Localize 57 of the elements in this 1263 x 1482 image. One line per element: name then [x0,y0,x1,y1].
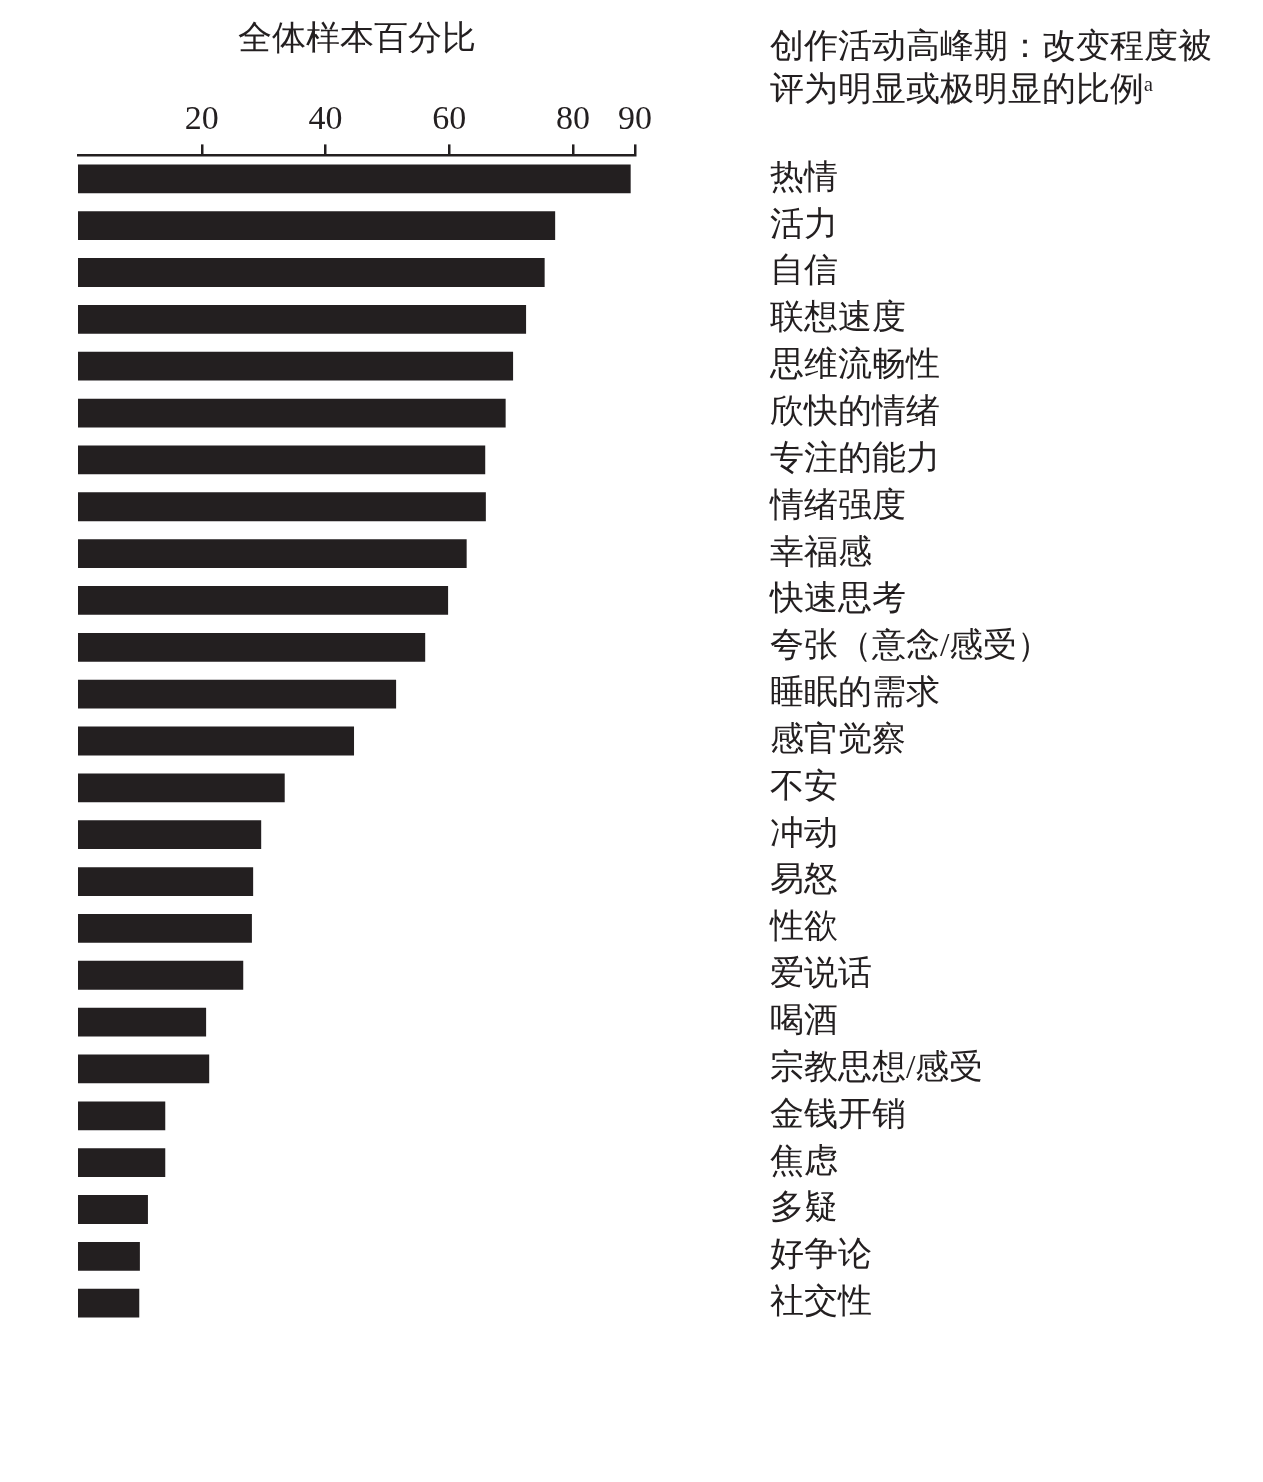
y-tick-label: 多疑 [770,1188,838,1226]
bar [78,351,514,381]
y-tick-label: 冲动 [770,813,838,851]
bar [78,820,262,850]
y-tick-label: 活力 [770,204,838,242]
y-tick-label: 金钱开销 [770,1094,906,1132]
bar [78,304,527,334]
y-tick-label: 专注的能力 [770,438,940,476]
bar [78,773,285,803]
bar [78,258,545,287]
x-tick-label: 40 [308,98,343,136]
bar [78,1195,148,1224]
bar [78,1054,210,1084]
bar [78,164,631,194]
y-tick-label: 爱说话 [770,954,872,992]
y-tick-label: 联想速度 [770,298,906,336]
bar [78,586,449,615]
bar [78,1007,207,1037]
y-tick-label: 不安 [770,766,838,804]
bar [78,632,426,662]
y-tick-label: 夸张（意念/感受） [770,626,1052,664]
y-tick-label: 幸福感 [770,532,872,570]
bar [78,726,355,756]
y-tick-label: 思维流畅性 [769,345,940,383]
x-tick-label: 20 [184,98,219,136]
bar [78,398,506,428]
y-axis-title: 创作活动高峰期：改变程度被评为明显或极明显的比例ᵃ [770,26,1212,107]
y-tick-label: 好争论 [770,1235,872,1273]
bar [78,1148,166,1178]
y-tick-label: 宗教思想/感受 [770,1047,984,1085]
x-tick-label: 90 [618,98,652,136]
bar [78,445,486,475]
bar [78,1241,140,1271]
y-tick-label: 睡眠的需求 [770,673,940,711]
y-tick-label: 社交性 [770,1282,872,1320]
bar [78,679,397,709]
x-tick-label: 60 [432,98,467,136]
y-tick-label: 焦虑 [770,1141,838,1179]
bar [78,539,467,569]
bar [78,1101,166,1131]
y-tick-label: 易怒 [770,860,838,898]
y-tick-label: 感官觉察 [770,719,906,757]
y-tick-label: 情绪强度 [769,485,906,523]
bar [78,1288,140,1318]
x-tick-label: 80 [556,98,591,136]
y-tick-label: 欣快的情绪 [770,391,940,429]
y-tick-label: 喝酒 [770,1001,838,1039]
y-tick-label: 自信 [770,251,838,289]
bar [78,492,486,522]
y-tick-label: 快速思考 [769,579,906,617]
y-tick-label: 性欲 [769,907,838,945]
bar [78,867,254,896]
bar [78,913,252,943]
y-tick-label: 热情 [770,157,838,195]
bar [78,211,556,241]
x-axis-title: 全体样本百分比 [237,18,476,56]
bar [78,960,244,990]
